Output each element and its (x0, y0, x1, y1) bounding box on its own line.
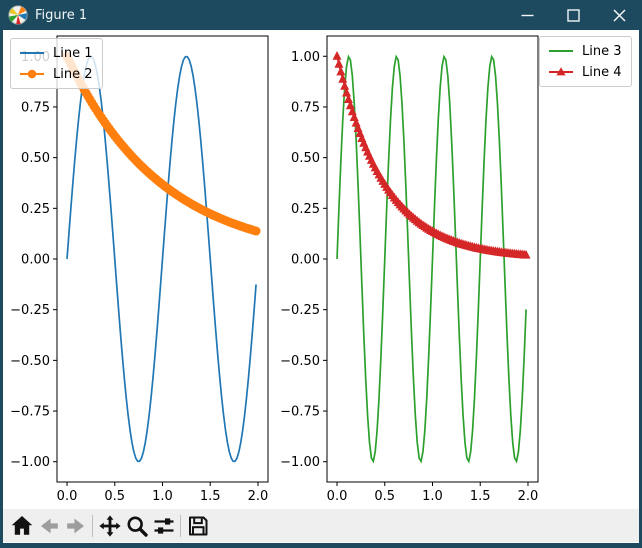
x-tick-label: 1.0 (152, 489, 173, 504)
legend-label-line1: Line 1 (53, 45, 93, 61)
navigation-toolbar (3, 509, 639, 542)
x-tick-label: 1.5 (470, 489, 491, 504)
minimize-icon (521, 14, 533, 16)
y-tick-label: 0.00 (21, 253, 50, 268)
legend-entry-line1: Line 1 (19, 44, 93, 62)
x-tick-label: 1.0 (422, 489, 443, 504)
x-tick-label: 2.0 (248, 489, 269, 504)
subplots-svg[interactable]: 0.0 0.5 1.0 1.5 2.0 1.00 0.75 0.50 0.25 0.00 −0.25… (3, 30, 639, 509)
legend-entry-line4: Line 4 (548, 63, 622, 81)
legend-left: Line 1 Line 2 (10, 38, 103, 89)
forward-arrow-icon (66, 518, 84, 533)
y-tick-label: −1.00 (280, 455, 320, 470)
right-subplot-plot-area[interactable] (332, 50, 531, 464)
toolbar-bottom-edge (3, 542, 639, 543)
minimize-button[interactable] (504, 0, 550, 30)
home-icon (11, 515, 32, 535)
forward-button[interactable] (62, 512, 89, 540)
line3-legend-swatch (549, 50, 573, 52)
y-tick-label: −0.75 (10, 405, 50, 420)
series-line4 (336, 56, 527, 257)
zoom-button[interactable] (123, 512, 150, 540)
x-tick-label: 0.5 (104, 489, 125, 504)
y-tick-label: −0.25 (10, 303, 50, 318)
x-tick-label: 1.5 (200, 489, 221, 504)
y-tick-label: −0.50 (10, 354, 50, 369)
maximize-icon (566, 8, 580, 22)
y-tick-label: 0.50 (21, 151, 50, 166)
x-tick-label: 0.5 (374, 489, 395, 504)
y-tick-label: −0.25 (280, 303, 320, 318)
legend-label-line2: Line 2 (53, 66, 93, 82)
close-icon (612, 8, 626, 22)
left-subplot-plot-area[interactable] (62, 51, 261, 463)
series-line1 (66, 55, 257, 463)
configure-subplots-button[interactable] (150, 512, 177, 540)
save-floppy-icon (188, 516, 207, 535)
title-bar: Figure 1 (0, 0, 642, 30)
pan-icon (98, 514, 121, 537)
window-title: Figure 1 (35, 7, 88, 23)
legend-label-line4: Line 4 (582, 64, 622, 80)
series-line3 (336, 54, 527, 464)
y-tick-label: 0.50 (291, 151, 320, 166)
y-tick-label: 0.25 (291, 202, 320, 217)
save-button[interactable] (184, 512, 211, 540)
markers-line4 (332, 50, 531, 259)
y-tick-label: −1.00 (10, 455, 50, 470)
close-button[interactable] (596, 0, 642, 30)
line4-legend-swatch (549, 67, 573, 76)
back-arrow-icon (40, 518, 58, 533)
legend-entry-line2: Line 2 (19, 65, 93, 83)
sliders-icon (154, 517, 173, 534)
home-button[interactable] (8, 512, 35, 540)
x-tick-label: 0.0 (57, 489, 78, 504)
legend-label-line3: Line 3 (582, 43, 622, 59)
y-tick-label: 0.00 (291, 253, 320, 268)
magnifier-icon (126, 515, 148, 537)
legend-entry-line3: Line 3 (548, 42, 622, 60)
y-tick-label: 0.25 (21, 202, 50, 217)
line1-legend-swatch (20, 52, 44, 54)
y-tick-label: −0.50 (280, 354, 320, 369)
x-tick-label: 0.0 (327, 489, 348, 504)
x-tick-label: 2.0 (518, 489, 539, 504)
figure-canvas[interactable]: 0.0 0.5 1.0 1.5 2.0 1.00 0.75 0.50 0.25 0.00 −0.25… (3, 30, 639, 509)
toolbar-separator (92, 514, 93, 537)
y-tick-label: −0.75 (280, 405, 320, 420)
line2-legend-swatch (20, 69, 44, 79)
toolbar-separator (180, 514, 181, 537)
maximize-button[interactable] (550, 0, 596, 30)
back-button[interactable] (35, 512, 62, 540)
pan-button[interactable] (96, 512, 123, 540)
y-tick-label: 0.75 (21, 100, 50, 115)
y-tick-label: 1.00 (291, 50, 320, 65)
matplotlib-window-icon[interactable] (8, 5, 28, 25)
legend-right: Line 3 Line 4 (539, 36, 632, 87)
y-tick-label: 0.75 (291, 100, 320, 115)
